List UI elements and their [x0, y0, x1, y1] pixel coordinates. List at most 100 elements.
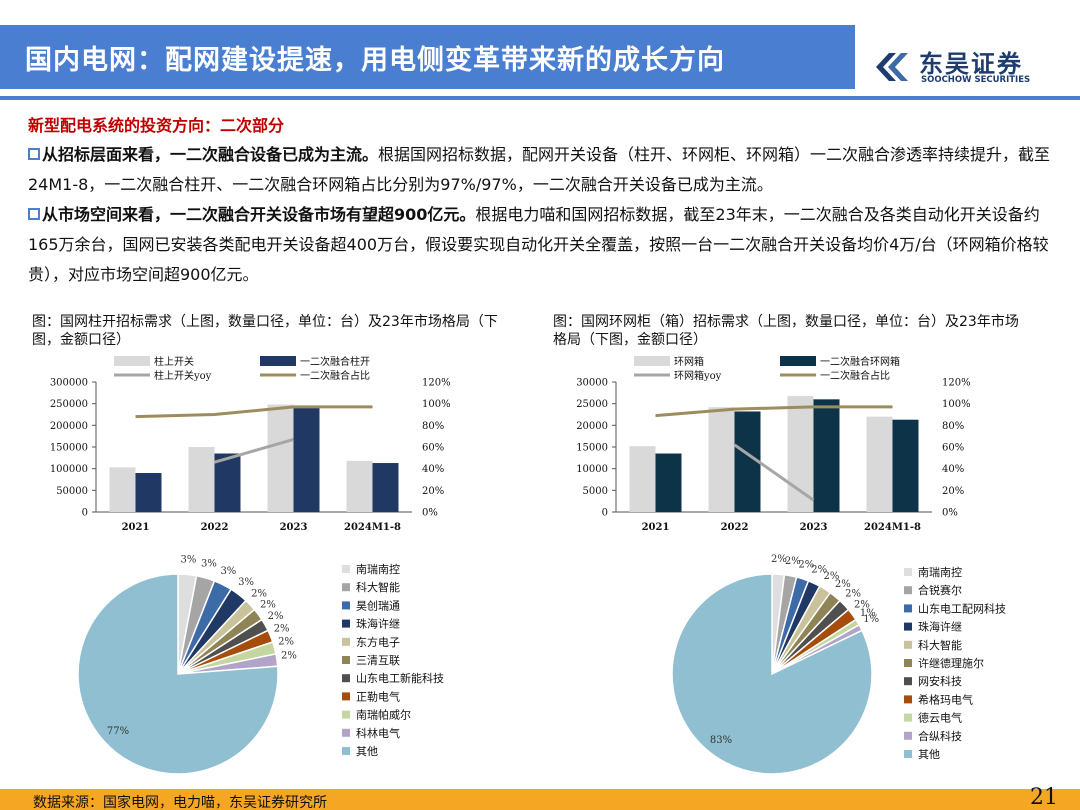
legend-label: 三清互联: [356, 654, 400, 667]
legend-swatch: [634, 356, 670, 366]
pie-value-label: 77%: [107, 726, 129, 737]
series-line: [655, 405, 893, 418]
legend-swatch: [904, 677, 912, 686]
pie-value-label: 3%: [238, 577, 254, 588]
legend-swatch: [904, 604, 912, 613]
legend-label: 东方电子: [356, 635, 400, 649]
legend-swatch: [904, 640, 912, 649]
y2-tick-label: 40%: [422, 464, 444, 475]
legend-label: 科林电气: [356, 726, 400, 740]
pie-value-label: 2%: [278, 637, 294, 648]
legend-swatch: [342, 637, 350, 646]
legend-swatch: [114, 356, 150, 366]
section-subtitle: 新型配电系统的投资方向：二次部分: [28, 116, 285, 135]
y-tick-label: 10000: [576, 464, 608, 475]
legend-swatch: [342, 583, 350, 592]
legend-swatch: [904, 568, 912, 576]
legend-label: 其他: [356, 745, 378, 758]
legend-label: 南瑞帕威尔: [356, 708, 411, 722]
legend-label: 正勒电气: [356, 689, 400, 703]
legend-label: 网安科技: [918, 674, 962, 688]
y-tick-label: 0: [82, 508, 88, 519]
legend-label: 德云电气: [918, 711, 962, 725]
figure-caption-left: 图：国网柱开招标需求（上图，数量口径，单位：台）及23年市场格局（下图，金额口径…: [32, 314, 498, 348]
pie-value-label: 2%: [824, 571, 840, 582]
y2-tick-label: 60%: [422, 443, 444, 454]
legend-label: 南瑞南控: [356, 562, 400, 576]
legend-label: 一二次融合占比: [820, 369, 890, 382]
logo-name-cn: 东吴证券: [919, 50, 1023, 78]
y2-tick-label: 100%: [422, 399, 451, 410]
legend-label: 南瑞南控: [918, 565, 962, 579]
footer-bar: [0, 789, 1080, 810]
legend-swatch: [342, 747, 350, 755]
legend-label: 山东电工配网科技: [918, 601, 1006, 615]
pie-value-label: 2%: [260, 599, 276, 610]
bar: [293, 406, 320, 512]
bar: [866, 416, 893, 512]
legend-swatch: [904, 731, 912, 740]
legend-label: 珠海许继: [356, 617, 400, 631]
pie-slice: [77, 573, 279, 775]
y-tick-label: 200000: [50, 421, 88, 432]
header-bar: [0, 25, 855, 89]
y-tick-label: 250000: [50, 399, 88, 410]
pie-value-label: 1%: [863, 614, 879, 625]
y-tick-label: 25000: [576, 399, 608, 410]
legend-label: 柱上开关yoy: [154, 369, 212, 382]
pie-value-label: 2%: [785, 556, 801, 567]
legend-label: 柱上开关: [154, 355, 194, 368]
legend-swatch: [260, 356, 296, 366]
y2-tick-label: 80%: [942, 421, 964, 432]
bar: [629, 446, 656, 512]
pie-value-label: 2%: [798, 559, 814, 570]
x-tick-label: 2021: [642, 522, 670, 533]
bar: [188, 447, 215, 512]
legend-label: 合锐赛尔: [918, 583, 962, 597]
paragraph-tender: 从招标层面来看，一二次融合设备已成为主流。根据国网招标数据，配网开关设备（柱开、…: [28, 140, 1058, 200]
pie-chart-ring-box: 2%2%2%2%2%2%2%2%1%1%83%南瑞南控合锐赛尔山东电工配网科技珠…: [671, 554, 1006, 775]
legend-label: 希格玛电气: [918, 692, 973, 706]
y2-tick-label: 20%: [942, 486, 964, 497]
paragraph-market-lead: 从市场空间来看，一二次融合开关设备市场有望超900亿元。: [42, 205, 476, 224]
pie-value-label: 2%: [251, 589, 267, 600]
legend-swatch: [342, 656, 350, 664]
legend-label: 环网箱yoy: [674, 369, 722, 382]
legend-label: 环网箱: [674, 355, 704, 368]
checkbox-bullet-icon: [28, 148, 40, 160]
pie-value-label: 2%: [845, 589, 861, 600]
x-tick-label: 2024M1-8: [344, 522, 401, 533]
bar: [655, 453, 682, 512]
pie-value-label: 2%: [268, 611, 284, 622]
paragraph-market-body: 根据电力喵和国网招标数据，截至23年末，一二次融合及各类自动化开关设备约165万…: [28, 205, 1049, 284]
legend-label: 许继德理施尔: [918, 656, 984, 670]
pie-value-label: 2%: [281, 650, 297, 661]
legend-swatch: [904, 622, 912, 631]
bar: [109, 467, 136, 512]
y2-tick-label: 120%: [942, 378, 971, 389]
bar: [372, 463, 399, 512]
y2-tick-label: 40%: [942, 464, 964, 475]
y2-tick-label: 60%: [942, 443, 964, 454]
pie-value-label: 3%: [220, 566, 236, 577]
pie-slice: [671, 573, 873, 775]
legend-label: 一二次融合柱开: [300, 355, 370, 368]
legend-swatch: [904, 713, 912, 722]
legend-swatch: [904, 695, 912, 704]
legend-label: 科大智能: [918, 638, 962, 652]
x-tick-label: 2022: [201, 522, 229, 533]
y-tick-label: 150000: [50, 443, 88, 454]
y2-tick-label: 20%: [422, 486, 444, 497]
figure-caption-right: 图：国网环网柜（箱）招标需求（上图，数量口径，单位：台）及23年市场格局（下图，…: [553, 314, 1019, 348]
y-tick-label: 100000: [50, 464, 88, 475]
header-divider: [0, 96, 1080, 100]
pie-chart-pole-switch: 3% 3%3%3%2%2%2%2%2%2%77%南瑞南控科大智能昊创瑞通珠海许继东…: [77, 554, 444, 775]
legend-swatch: [342, 692, 350, 701]
paragraph-tender-lead: 从招标层面来看，一二次融合设备已成为主流。: [42, 145, 379, 164]
pie-value-label: 2%: [811, 564, 827, 575]
bar: [346, 460, 373, 512]
x-tick-label: 2022: [721, 522, 749, 533]
pie-value-label: 3%: [180, 554, 196, 565]
page-number: 21: [1030, 785, 1058, 810]
